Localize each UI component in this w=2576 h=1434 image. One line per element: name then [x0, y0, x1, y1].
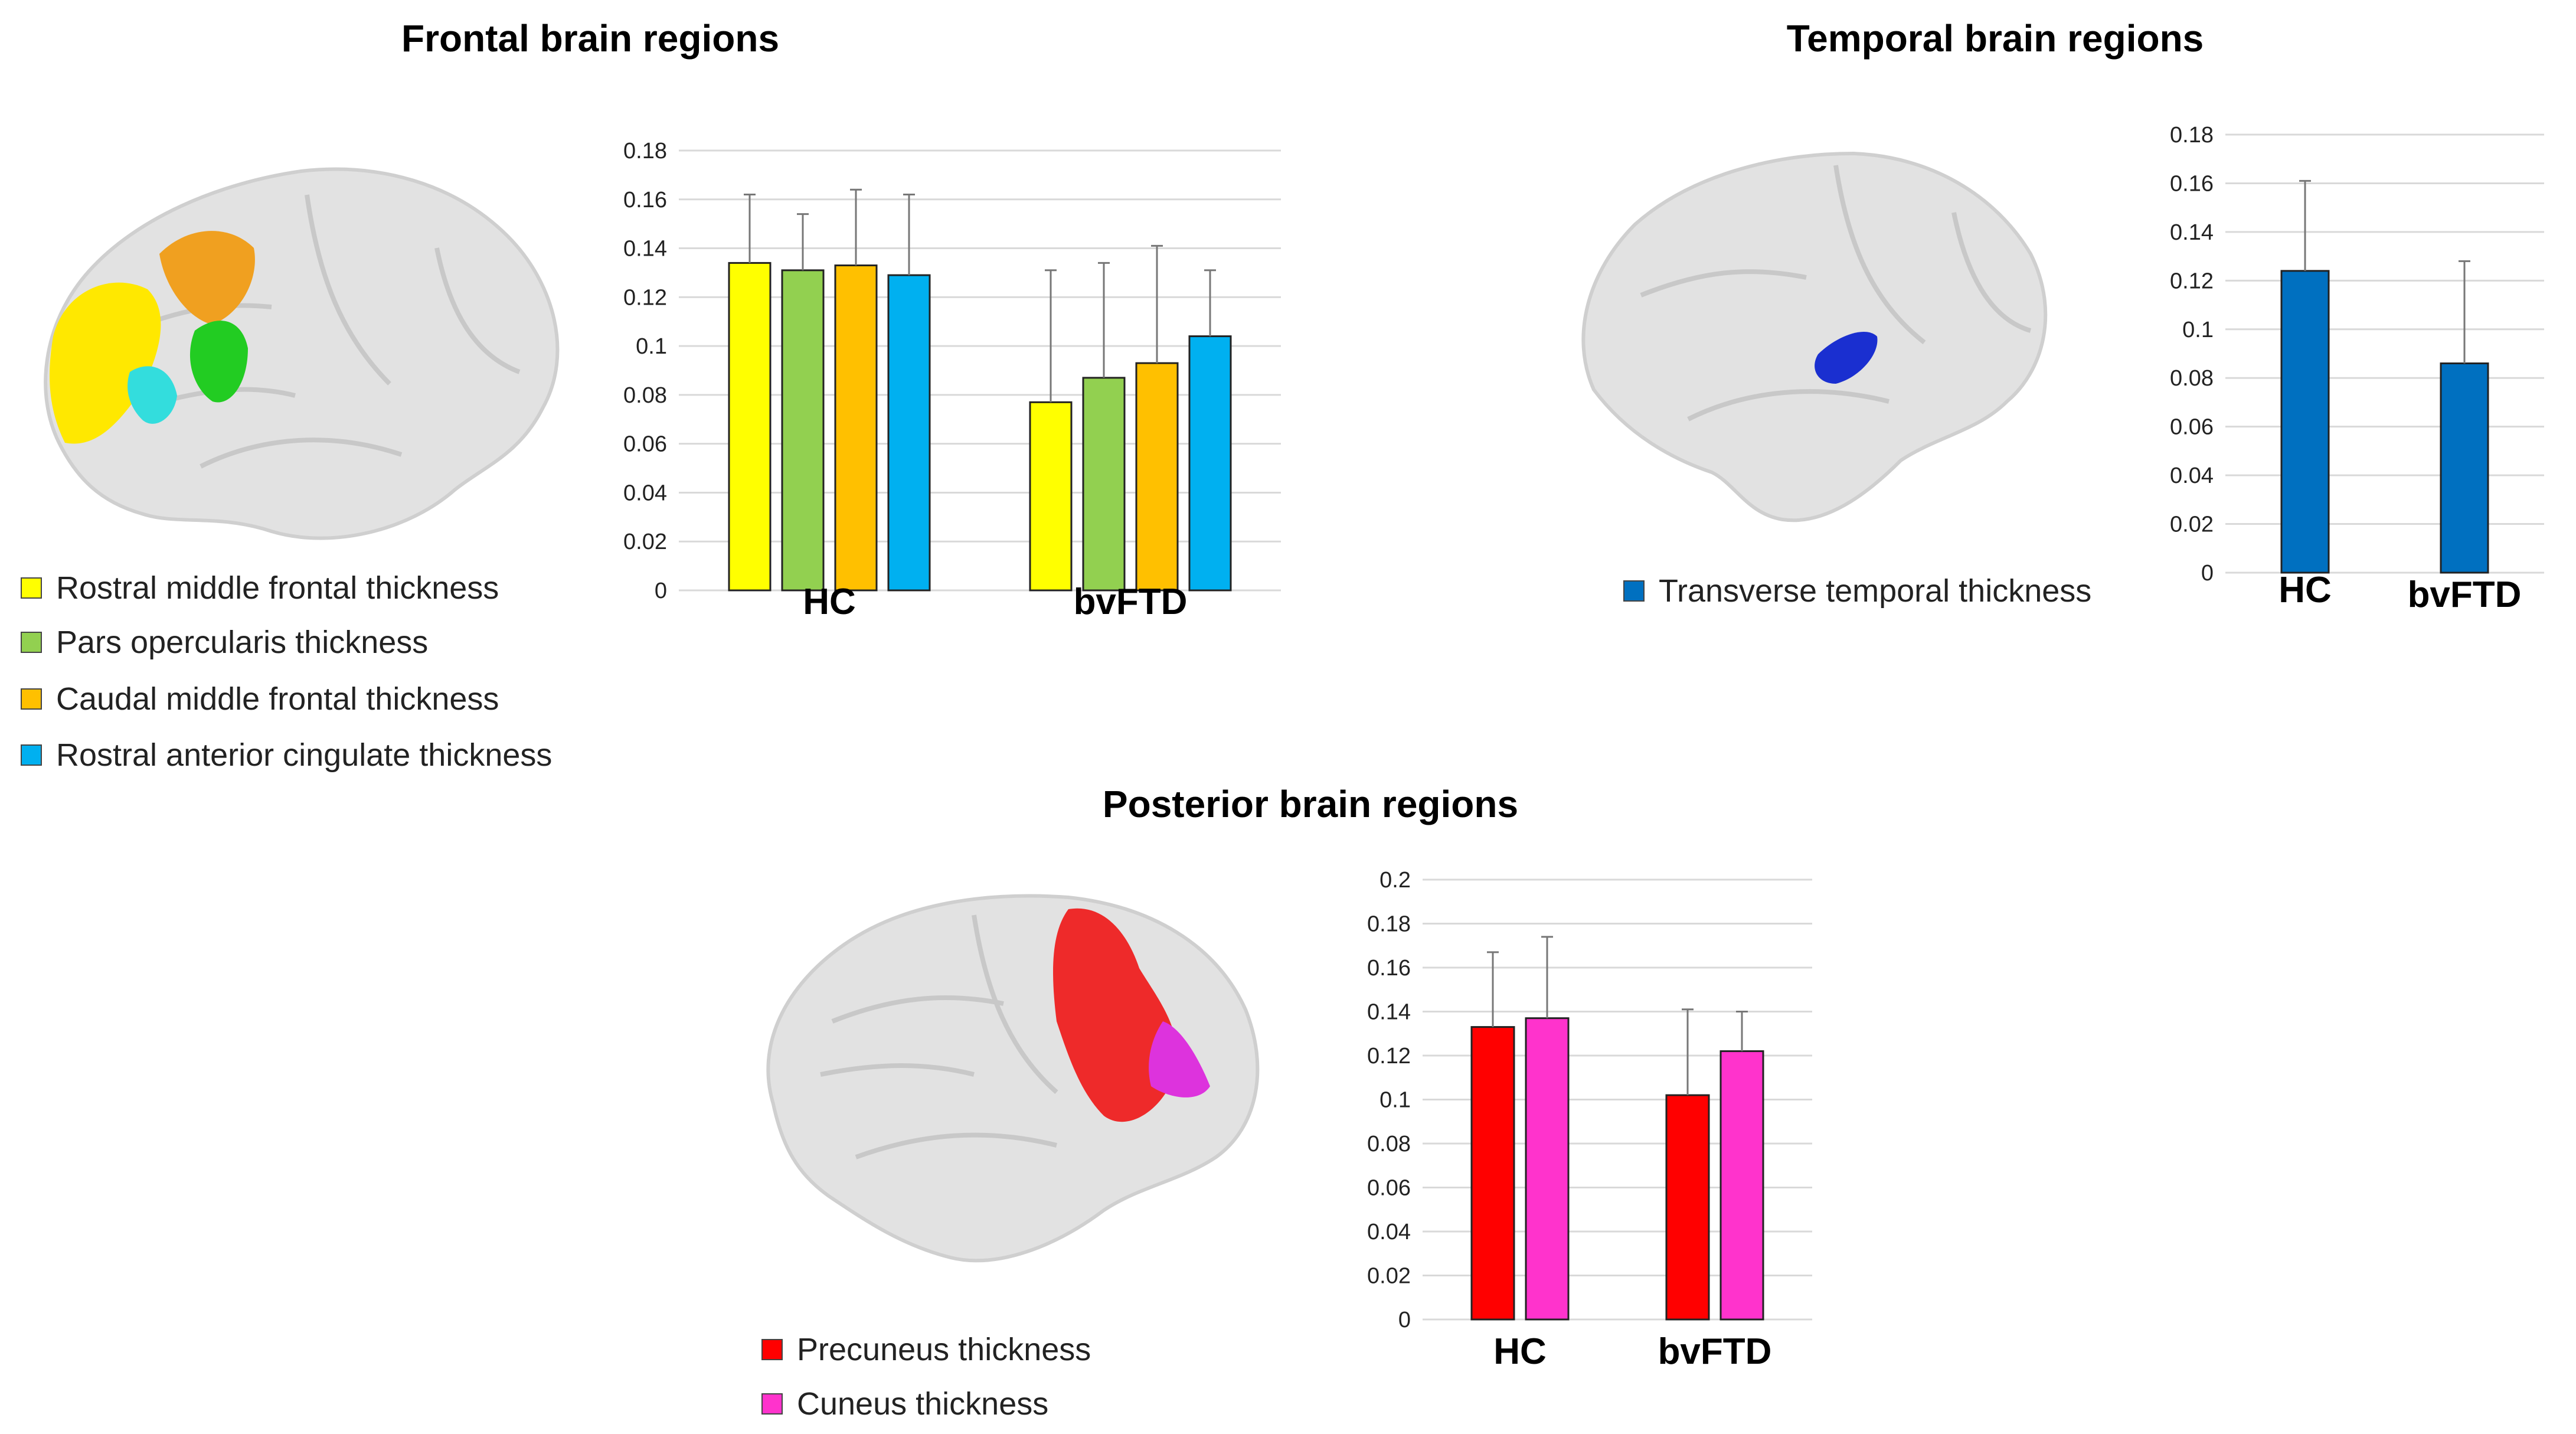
y-tick-label: 0.16 — [2170, 171, 2214, 196]
legend-item-rostral-anterior-cingulate: Rostral anterior cingulate thickness — [21, 737, 552, 773]
frontal-title: Frontal brain regions — [401, 17, 780, 60]
y-tick-label: 0.12 — [2170, 269, 2214, 293]
y-tick-label: 0.18 — [1367, 912, 1411, 937]
x-category-label: HC — [803, 582, 856, 622]
bar-bvftd-2 — [1135, 362, 1179, 592]
bar-bvftd-0 — [1665, 1094, 1710, 1321]
legend-label: Rostral anterior cingulate thickness — [56, 737, 553, 773]
y-tick-label: 0.06 — [623, 432, 667, 457]
bar-hc-0 — [1470, 1026, 1515, 1321]
y-tick-label: 0.14 — [623, 237, 667, 262]
y-tick-label: 0.2 — [1379, 868, 1411, 893]
bar-hc-0 — [728, 262, 772, 592]
y-tick-label: 0.12 — [623, 285, 667, 310]
y-tick-label: 0.08 — [1367, 1132, 1411, 1157]
legend-swatch — [21, 688, 42, 710]
x-category-label: bvFTD — [1074, 582, 1188, 622]
x-category-label: bvFTD — [1658, 1331, 1772, 1372]
y-tick-label: 0.1 — [2182, 318, 2214, 342]
bar-bvftd-3 — [1188, 335, 1232, 592]
y-tick-label: 0.02 — [1367, 1264, 1411, 1289]
y-tick-label: 0.14 — [2170, 220, 2214, 245]
y-tick-label: 0.02 — [623, 530, 667, 554]
bar-bvftd-0 — [1029, 401, 1073, 592]
posterior-title: Posterior brain regions — [1102, 783, 1519, 825]
y-tick-label: 0.14 — [1367, 1000, 1411, 1025]
legend-label: Pars opercularis thickness — [56, 625, 429, 660]
legend-item-caudal-middle-frontal: Caudal middle frontal thickness — [21, 681, 499, 717]
posterior-brain-image — [766, 894, 1260, 1263]
y-tick-label: 0.06 — [2170, 415, 2214, 440]
y-tick-label: 0.04 — [2170, 463, 2214, 488]
legend-label: Cuneus thickness — [797, 1386, 1049, 1422]
y-tick-label: 0.02 — [2170, 512, 2214, 537]
legend-swatch — [1623, 580, 1645, 602]
temporal-brain-image — [1581, 151, 2048, 522]
bar-hc-3 — [887, 274, 931, 592]
y-tick-label: 0.1 — [1379, 1088, 1411, 1113]
temporal-title: Temporal brain regions — [1786, 17, 2204, 60]
legend-item-transverse-temporal: Transverse temporal thickness — [1623, 573, 2091, 609]
legend-swatch — [21, 744, 42, 766]
y-tick-label: 0.12 — [1367, 1044, 1411, 1069]
legend-label: Precuneus thickness — [797, 1332, 1091, 1367]
y-tick-label: 0.16 — [1367, 956, 1411, 981]
temporal-legend: Transverse temporal thickness — [1623, 573, 2096, 620]
legend-swatch — [21, 632, 42, 653]
bar-bvftd-0 — [2440, 362, 2489, 574]
legend-item-rostral-middle-frontal: Rostral middle frontal thickness — [21, 570, 499, 606]
bar-hc-0 — [2280, 270, 2330, 574]
x-category-label: HC — [2278, 570, 2332, 610]
y-tick-label: 0 — [2201, 561, 2214, 586]
frontal-brain-image — [44, 167, 560, 540]
legend-swatch — [21, 577, 42, 599]
y-tick-label: 0.18 — [2170, 123, 2214, 148]
bar-hc-1 — [1525, 1017, 1570, 1321]
x-category-label: HC — [1493, 1331, 1547, 1372]
y-tick-label: 0.18 — [623, 139, 667, 164]
legend-label: Caudal middle frontal thickness — [56, 681, 499, 717]
posterior-legend: Precuneus thickness Cuneus thickness — [761, 1331, 1175, 1432]
legend-label: Rostral middle frontal thickness — [56, 570, 499, 606]
legend-swatch — [761, 1393, 783, 1415]
legend-label: Transverse temporal thickness — [1659, 573, 2092, 609]
bar-hc-1 — [781, 269, 825, 592]
legend-swatch — [761, 1339, 783, 1360]
y-tick-label: 0.16 — [623, 188, 667, 213]
x-category-label: bvFTD — [2408, 574, 2522, 615]
y-tick-label: 0 — [655, 579, 667, 603]
y-tick-label: 0 — [1398, 1308, 1411, 1332]
bar-hc-2 — [834, 264, 878, 592]
y-tick-label: 0.04 — [1367, 1220, 1411, 1244]
y-tick-label: 0.08 — [2170, 366, 2214, 391]
frontal-bar-chart: 0 0.02 0.04 0.06 0.08 0.1 0.12 0.14 0.16 0.18 HC bv… — [623, 139, 1281, 622]
y-tick-label: 0.08 — [623, 383, 667, 408]
legend-item-pars-opercularis: Pars opercularis thickness — [21, 624, 428, 661]
legend-item-precuneus: Precuneus thickness — [761, 1331, 1091, 1368]
y-tick-label: 0.06 — [1367, 1176, 1411, 1201]
y-tick-label: 0.04 — [623, 481, 667, 505]
frontal-legend: Rostral middle frontal thickness Pars op… — [21, 570, 611, 788]
bar-bvftd-1 — [1719, 1050, 1764, 1321]
legend-item-cuneus: Cuneus thickness — [761, 1386, 1048, 1422]
y-tick-label: 0.1 — [636, 334, 667, 359]
posterior-bar-chart: 0 0.02 0.04 0.06 0.08 0.1 0.12 0.14 0.16 0.18 0.2 H… — [1367, 868, 1812, 1372]
bar-bvftd-1 — [1082, 377, 1126, 592]
temporal-bar-chart: 0 0.02 0.04 0.06 0.08 0.1 0.12 0.14 0.16 0.18 HC bv… — [2170, 123, 2544, 615]
